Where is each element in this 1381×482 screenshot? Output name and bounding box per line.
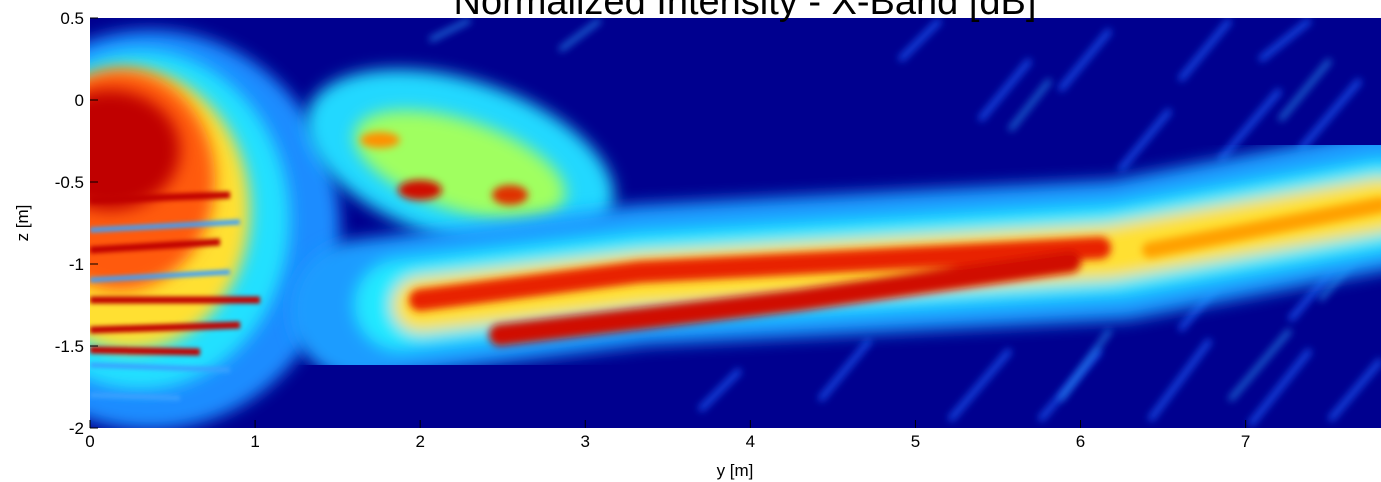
x-tick-label: 0 (85, 432, 94, 451)
x-tick-label: 6 (1076, 432, 1085, 451)
x-tick-label: 4 (746, 432, 755, 451)
y-tick-label: -2 (69, 419, 84, 438)
y-tick-label: 0.5 (60, 9, 84, 28)
x-tick-label: 3 (581, 432, 590, 451)
chart-title: Normalized Intensity - X-Band [dB] (454, 0, 1037, 23)
y-tick-label: 0 (75, 91, 84, 110)
x-tick-label: 1 (250, 432, 259, 451)
heatmap-image (90, 18, 1381, 428)
x-tick-label: 7 (1241, 432, 1250, 451)
y-tick-label: -1 (69, 255, 84, 274)
x-axis-label: y [m] (717, 461, 754, 480)
x-tick-label: 2 (415, 432, 424, 451)
y-tick-label: -1.5 (55, 337, 84, 356)
y-axis-label: z [m] (13, 205, 32, 242)
x-tick-label: 5 (911, 432, 920, 451)
y-tick-label: -0.5 (55, 173, 84, 192)
